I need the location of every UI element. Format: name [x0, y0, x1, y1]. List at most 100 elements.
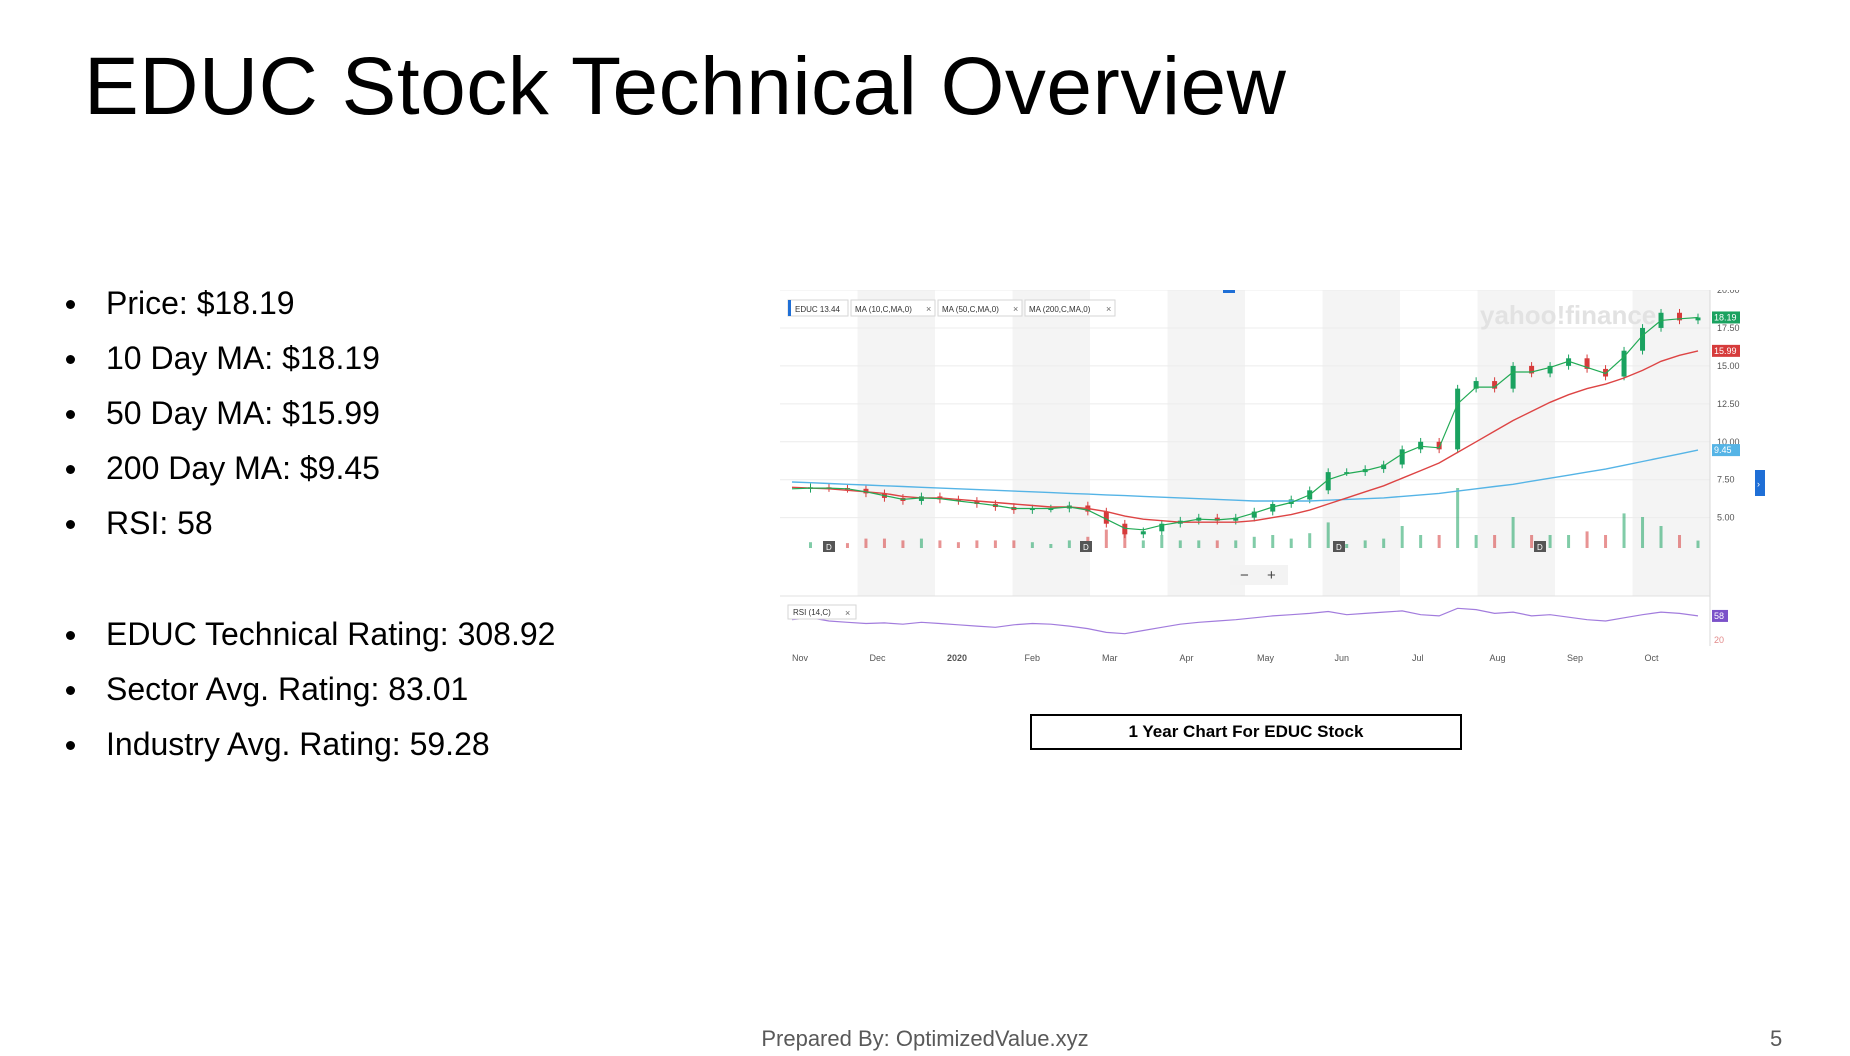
date-tick-label: May [1257, 653, 1275, 663]
bullet-text: EDUC Technical Rating: 308.92 [106, 616, 556, 652]
candle-body [1529, 365, 1535, 374]
price-tick-label: 17.50 [1717, 323, 1740, 333]
volume-bar [919, 538, 923, 548]
bullet-item: Price: $18.19 [62, 276, 555, 331]
volume-bar [975, 540, 979, 548]
candle-body [1381, 464, 1387, 470]
dividend-marker[interactable] [1333, 541, 1345, 552]
top-drag-handle[interactable] [1223, 290, 1235, 293]
bullet-dot-icon [66, 300, 75, 309]
candle-body [1677, 312, 1683, 321]
close-icon[interactable]: × [1106, 304, 1111, 314]
ma50-tag[interactable] [937, 299, 1023, 317]
zoom-bar [1230, 565, 1288, 585]
candle-body [1473, 381, 1479, 389]
zoom-in-button[interactable]: + [1267, 567, 1276, 584]
volume-bar [882, 538, 886, 548]
volume-bar [1141, 540, 1145, 548]
bullet-text: 200 Day MA: $9.45 [106, 450, 380, 486]
volume-bar [1123, 531, 1127, 548]
candle-body [1566, 358, 1572, 366]
scroll-right-button[interactable] [1755, 470, 1765, 496]
ticker-accent [788, 300, 791, 316]
volume-bar [1289, 538, 1293, 548]
price-tick-label: 15.00 [1717, 361, 1740, 371]
ma200-tag-value-bg [1712, 444, 1740, 457]
bullet-item: Industry Avg. Rating: 59.28 [62, 717, 555, 772]
volume-bar [1160, 535, 1164, 548]
date-tick-label: Feb [1025, 653, 1041, 663]
candle-body [1640, 327, 1646, 351]
volume-bar [1382, 538, 1386, 548]
candle-body [1103, 511, 1109, 524]
ma-lines [791, 316, 1699, 531]
bullet-item: 50 Day MA: $15.99 [62, 386, 555, 441]
candle-body [1547, 365, 1553, 374]
bullet-item: EDUC Technical Rating: 308.92 [62, 607, 555, 662]
bullet-spacer [62, 551, 555, 607]
candle-body [1455, 388, 1461, 450]
candle-body [1140, 531, 1146, 535]
volume-bar [1641, 517, 1645, 548]
candle-body [1159, 523, 1165, 532]
volume-bar [1474, 535, 1478, 548]
volume-bar [1567, 535, 1571, 548]
volume-bar [1326, 522, 1330, 548]
ma50-tag-value: 15.99 [1714, 346, 1737, 356]
dividend-marker-label: D [1083, 543, 1089, 552]
volume-bar [1252, 536, 1256, 548]
month-band [857, 290, 935, 596]
candle-body [1251, 511, 1257, 518]
volume-bar [1456, 488, 1460, 548]
ma50-tag-value-bg [1712, 344, 1740, 357]
volume-bar [1511, 517, 1515, 548]
dividend-marker-label: D [826, 543, 832, 552]
bullet-item: RSI: 58 [62, 496, 555, 551]
candle-body [1603, 368, 1609, 377]
volume-bars [808, 488, 1700, 548]
dividend-marker[interactable] [823, 541, 835, 552]
ma200-tag-label: MA (200,C,MA,0) [1029, 305, 1091, 314]
rsi-line [791, 607, 1699, 635]
date-tick-label: Oct [1645, 653, 1660, 663]
ma200-tag[interactable] [1024, 299, 1116, 317]
rsi-value-bg [1712, 609, 1728, 622]
close-icon[interactable]: × [1013, 304, 1018, 314]
ma50-tag-label: MA (50,C,MA,0) [942, 305, 999, 314]
candle-body [1325, 472, 1331, 491]
slide-title: EDUC Stock Technical Overview [84, 41, 1287, 132]
bullet-item: 200 Day MA: $9.45 [62, 441, 555, 496]
volume-bar [1622, 513, 1626, 548]
bullet-dot-icon [66, 631, 75, 640]
candle-body [863, 488, 869, 494]
bullet-item: Sector Avg. Rating: 83.01 [62, 662, 555, 717]
dividend-marker[interactable] [1080, 541, 1092, 552]
zoom-out-button[interactable]: − [1240, 567, 1249, 584]
legend-tags: EDUC 13.44 MA (10,C,MA,0) × MA (50,C,MA,… [787, 299, 1116, 317]
volume-bar [1530, 535, 1534, 548]
rsi-tag[interactable] [787, 604, 857, 620]
bullet-dot-icon [66, 465, 75, 474]
date-tick-label: Dec [870, 653, 887, 663]
close-icon[interactable]: × [926, 304, 931, 314]
price-tick-label: 10.00 [1717, 437, 1740, 447]
ma200-line [791, 449, 1699, 502]
volume-bar [1012, 540, 1016, 548]
price-tag: 18.19 [1714, 312, 1737, 322]
ma10-tag[interactable] [850, 299, 936, 317]
ma200-tag-value: 9.45 [1714, 445, 1732, 455]
bullet-text: Sector Avg. Rating: 83.01 [106, 671, 469, 707]
volume-bar [1345, 544, 1349, 548]
bullet-dot-icon [66, 520, 75, 529]
footer-credit: Prepared By: OptimizedValue.xyz [761, 1026, 1089, 1051]
candle-body [955, 499, 961, 501]
ma50-line [791, 350, 1699, 523]
bullet-dot-icon [66, 410, 75, 419]
volume-bar [1234, 540, 1238, 548]
date-tick-label: Mar [1102, 653, 1118, 663]
yahoo-finance-watermark: yahoo!finance [1480, 300, 1656, 330]
volume-bar [1585, 531, 1589, 548]
candle-body [1344, 472, 1350, 474]
close-icon[interactable]: × [845, 608, 850, 618]
dividend-marker[interactable] [1534, 541, 1546, 552]
